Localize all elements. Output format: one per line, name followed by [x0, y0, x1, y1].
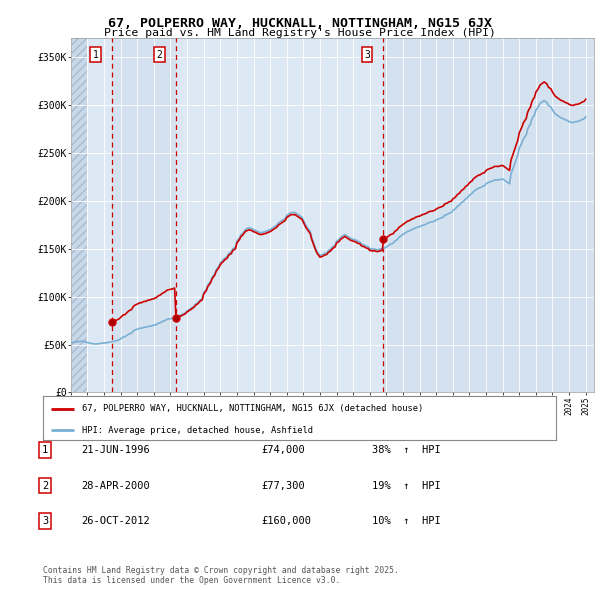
Bar — [71, 38, 86, 392]
Text: 3: 3 — [42, 516, 48, 526]
Text: £77,300: £77,300 — [261, 481, 305, 490]
Bar — [383, 38, 594, 392]
Text: HPI: Average price, detached house, Ashfield: HPI: Average price, detached house, Ashf… — [82, 425, 313, 435]
Bar — [112, 38, 176, 392]
Text: This data is licensed under the Open Government Licence v3.0.: This data is licensed under the Open Gov… — [43, 576, 341, 585]
Text: 1: 1 — [92, 50, 98, 60]
Text: 21-JUN-1996: 21-JUN-1996 — [81, 445, 150, 455]
Text: 2: 2 — [42, 481, 48, 490]
Text: 2: 2 — [157, 50, 162, 60]
Text: 10%  ↑  HPI: 10% ↑ HPI — [372, 516, 441, 526]
Text: 28-APR-2000: 28-APR-2000 — [81, 481, 150, 490]
Text: 26-OCT-2012: 26-OCT-2012 — [81, 516, 150, 526]
Text: £74,000: £74,000 — [261, 445, 305, 455]
Text: 3: 3 — [364, 50, 370, 60]
Text: 67, POLPERRO WAY, HUCKNALL, NOTTINGHAM, NG15 6JX (detached house): 67, POLPERRO WAY, HUCKNALL, NOTTINGHAM, … — [82, 404, 423, 413]
Text: Price paid vs. HM Land Registry's House Price Index (HPI): Price paid vs. HM Land Registry's House … — [104, 28, 496, 38]
Text: 67, POLPERRO WAY, HUCKNALL, NOTTINGHAM, NG15 6JX: 67, POLPERRO WAY, HUCKNALL, NOTTINGHAM, … — [108, 17, 492, 30]
Text: 19%  ↑  HPI: 19% ↑ HPI — [372, 481, 441, 490]
Text: 38%  ↑  HPI: 38% ↑ HPI — [372, 445, 441, 455]
Text: £160,000: £160,000 — [261, 516, 311, 526]
Text: Contains HM Land Registry data © Crown copyright and database right 2025.: Contains HM Land Registry data © Crown c… — [43, 566, 399, 575]
Text: 1: 1 — [42, 445, 48, 455]
